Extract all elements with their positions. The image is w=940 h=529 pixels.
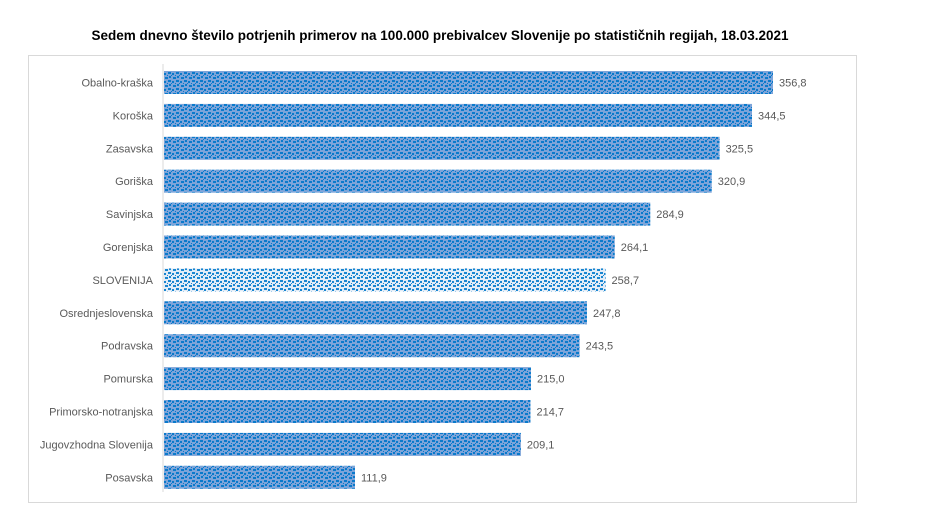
bar-1 [164, 103, 753, 127]
data-label: 258,7 [612, 275, 640, 287]
data-label: 284,9 [656, 209, 684, 221]
bar-3 [164, 169, 712, 193]
data-label: 325,5 [726, 143, 754, 155]
bar-11 [164, 432, 521, 456]
bar-4 [164, 202, 651, 226]
bar-7 [164, 301, 587, 325]
chart-frame [28, 55, 857, 503]
data-label: 111,9 [361, 472, 387, 484]
data-label: 247,8 [593, 308, 621, 320]
data-label: 344,5 [758, 110, 786, 122]
data-label: 264,1 [621, 242, 649, 254]
chart-title: Sedem dnevno število potrjenih primerov … [91, 28, 789, 43]
bar-10 [164, 400, 531, 423]
category-label: SLOVENIJA [92, 275, 153, 287]
category-label: Gorenjska [103, 242, 154, 254]
bar-8 [164, 334, 580, 358]
bar-5 [164, 235, 615, 259]
category-label: Jugovzhodna Slovenija [40, 439, 154, 451]
category-label: Posavska [105, 472, 154, 484]
data-label: 209,1 [527, 439, 555, 451]
category-label: Primorsko-notranjska [49, 407, 154, 419]
bar-0 [164, 71, 773, 94]
bar-9 [164, 367, 531, 391]
category-label: Zasavska [106, 143, 154, 155]
data-label: 356,8 [779, 78, 807, 90]
category-label: Podravska [101, 341, 154, 353]
category-label: Obalno-kraška [81, 78, 153, 90]
bar-12 [164, 465, 355, 489]
data-label: 214,7 [536, 407, 564, 419]
bar-6 [164, 268, 606, 292]
category-label: Pomurska [103, 374, 153, 386]
data-label: 320,9 [718, 176, 746, 188]
bar-2 [164, 136, 720, 160]
category-label: Osrednjeslovenska [59, 308, 153, 320]
category-label: Savinjska [106, 209, 154, 221]
category-label: Koroška [113, 110, 154, 122]
data-label: 215,0 [537, 374, 565, 386]
category-label: Goriška [115, 176, 154, 188]
data-label: 243,5 [586, 341, 614, 353]
